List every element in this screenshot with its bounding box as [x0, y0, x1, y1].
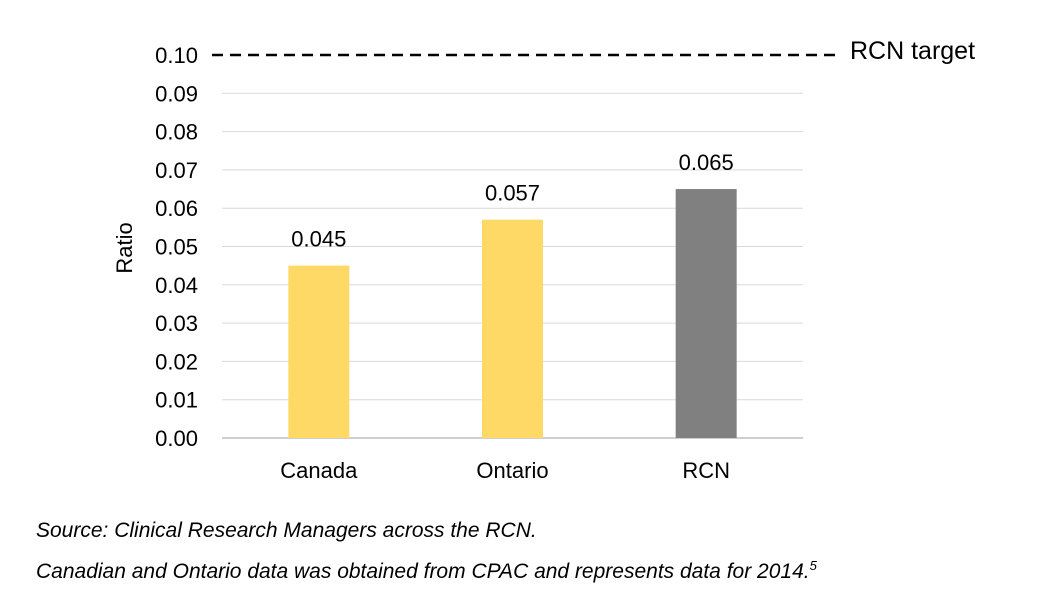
bar-canada	[288, 265, 350, 438]
data-note-text: Canadian and Ontario data was obtained f…	[36, 560, 810, 583]
bar-rcn	[675, 189, 737, 438]
data-label: 0.057	[485, 181, 540, 206]
data-label: 0.065	[679, 150, 734, 175]
y-tick-label: 0.03	[155, 311, 198, 336]
y-tick-label: 0.00	[155, 426, 198, 451]
y-tick-label: 0.06	[155, 196, 198, 221]
data-labels: 0.045 0.057 0.065	[291, 150, 733, 252]
y-axis-title: Ratio	[112, 222, 137, 273]
y-tick-label: 0.10	[155, 43, 198, 68]
y-tick-label: 0.09	[155, 81, 198, 106]
y-axis-ticks: 0.00 0.01 0.02 0.03 0.04 0.05 0.06 0.07 0.08 0.09…	[155, 43, 198, 451]
x-axis-labels: Canada Ontario RCN	[280, 458, 730, 483]
y-tick-label: 0.01	[155, 388, 198, 413]
y-tick-label: 0.04	[155, 273, 198, 298]
x-tick-label: RCN	[682, 458, 730, 483]
x-tick-label: Canada	[280, 458, 358, 483]
footnote-ref: 5	[809, 558, 817, 573]
y-tick-label: 0.07	[155, 158, 198, 183]
chart-notes: Source: Clinical Research Managers acros…	[36, 513, 817, 589]
bar-ontario	[482, 219, 543, 438]
x-tick-label: Ontario	[476, 458, 548, 483]
data-label: 0.045	[291, 227, 346, 252]
target-label: RCN target	[850, 37, 975, 65]
y-tick-label: 0.02	[155, 349, 198, 374]
y-tick-label: 0.05	[155, 235, 198, 260]
data-note: Canadian and Ontario data was obtained f…	[36, 548, 817, 589]
bars	[288, 189, 737, 438]
bar-chart: 0.00 0.01 0.02 0.03 0.04 0.05 0.06 0.07 0.08 0.09…	[112, 37, 975, 483]
source-note: Source: Clinical Research Managers acros…	[36, 519, 537, 542]
y-tick-label: 0.08	[155, 120, 198, 145]
